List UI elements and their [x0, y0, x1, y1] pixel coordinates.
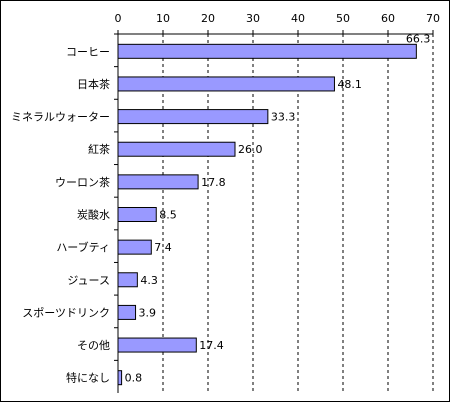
category-label: ウーロン茶 — [55, 176, 110, 189]
bar — [117, 109, 269, 125]
bar — [117, 337, 197, 353]
bar — [117, 76, 335, 92]
category-label: ミネラルウォーター — [11, 111, 110, 124]
value-label: 26.0 — [238, 143, 263, 156]
x-tick-label: 10 — [156, 12, 170, 25]
bars — [117, 43, 417, 386]
bar — [117, 370, 123, 386]
x-tick-labels: 0 10 20 30 40 50 60 70 — [115, 12, 440, 34]
category-label: 紅茶 — [88, 143, 110, 156]
value-label: 8.5 — [159, 209, 177, 222]
value-label: 7.4 — [154, 241, 172, 254]
x-tick-label: 20 — [201, 12, 215, 25]
bar — [117, 141, 236, 157]
category-label: 日本茶 — [77, 77, 110, 91]
x-tick-label: 0 — [115, 12, 122, 25]
x-tick-label: 60 — [381, 12, 395, 25]
x-tick-label: 30 — [246, 12, 260, 25]
bar — [117, 207, 157, 222]
category-label: その他 — [77, 339, 110, 352]
value-label: 17.8 — [201, 176, 226, 189]
category-label: 特になし — [66, 371, 110, 385]
category-label: コーヒー — [66, 45, 110, 58]
bar — [117, 304, 137, 320]
x-tick-label: 40 — [291, 12, 305, 25]
bar — [117, 174, 199, 190]
category-labels: コーヒー日本茶ミネラルウォーター紅茶ウーロン茶炭酸水ハーブティジューススポーツド… — [11, 45, 110, 384]
value-label: 48.1 — [337, 78, 362, 91]
bar — [117, 272, 138, 288]
value-labels: 66.3 48.1 33.3 26.0 17.8 8.5 7.4 4.3 3.9 17.4 0.8 — [125, 32, 431, 384]
bar — [117, 239, 152, 255]
value-label: 17.4 — [199, 339, 224, 352]
x-tick-label: 50 — [336, 12, 350, 25]
x-tick-label: 70 — [426, 12, 440, 25]
bar — [117, 43, 417, 59]
category-label: ジュース — [67, 274, 110, 287]
value-label: 33.3 — [271, 111, 296, 124]
value-label: 3.9 — [139, 306, 157, 319]
category-label: ハーブティ — [56, 240, 110, 254]
value-label: 66.3 — [406, 32, 431, 45]
category-label: スポーツドリンク — [22, 306, 110, 319]
category-label: 炭酸水 — [77, 208, 110, 222]
value-label: 4.3 — [140, 274, 158, 287]
value-label: 0.8 — [125, 372, 143, 385]
